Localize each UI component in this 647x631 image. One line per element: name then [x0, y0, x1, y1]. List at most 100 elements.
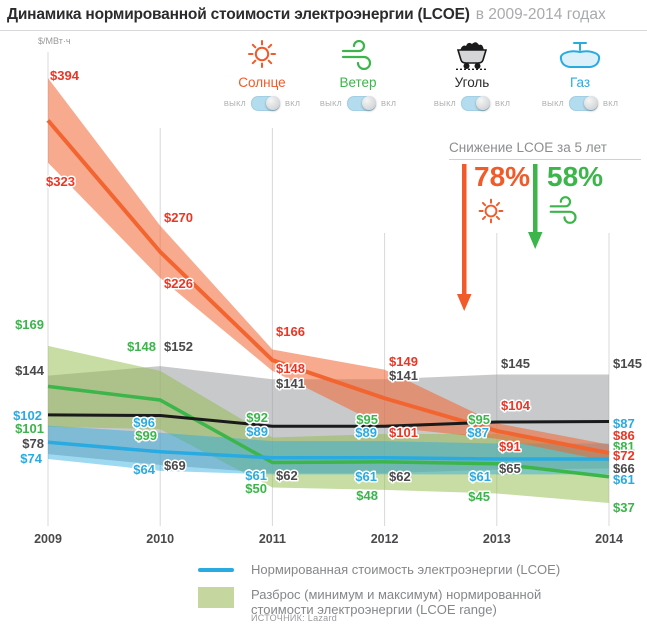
- source-label-solar: Солнце: [238, 75, 286, 90]
- sun-icon: [477, 197, 505, 230]
- coal-2014-min-label: $66: [613, 461, 635, 476]
- coal-2014-max-label: $145: [613, 356, 642, 371]
- year-label-2014: 2014: [595, 532, 623, 546]
- coal-2013-min-label: $65: [499, 461, 521, 476]
- toggle-on-label: ВКЛ: [494, 99, 511, 108]
- coal-2009-min-label: $78: [22, 436, 44, 451]
- year-label-2012: 2012: [371, 532, 399, 546]
- title-period: в 2009-2014 годах: [475, 6, 606, 23]
- down-arrow-solar: [457, 164, 472, 311]
- wind-2009-max-label: $169: [15, 317, 44, 332]
- wind-icon: [548, 196, 581, 229]
- year-label-2013: 2013: [483, 532, 511, 546]
- solar-toggle[interactable]: [250, 96, 280, 111]
- toggle-off-label: ВЫКЛ: [541, 99, 564, 108]
- reduction-rule: [449, 159, 641, 160]
- toggle-on-label: ВКЛ: [380, 99, 397, 108]
- source-label-coal: Уголь: [454, 75, 490, 90]
- solar-2009-min-label: $323: [46, 174, 75, 189]
- legend-item-lcoe-range: Разброс (минимум и максимум) нормированн…: [198, 586, 581, 618]
- solar-range-band: [48, 78, 609, 462]
- legend-range-label: Разброс (минимум и максимум) нормированн…: [251, 586, 542, 618]
- coal-2013-max-label: $145: [501, 356, 530, 371]
- coal-2012-min-label: $62: [389, 469, 411, 484]
- gas-valve-icon: [558, 38, 602, 70]
- gas-lcoe-line: [47, 440, 609, 461]
- coal-2010-max-label: $152: [164, 339, 193, 354]
- wind-2011-max-label: $92: [246, 410, 268, 425]
- source-note: ИСТОЧНИК: Lazard: [251, 613, 338, 623]
- source-control-coal: Уголь ВЫКЛ ВКЛ: [417, 38, 527, 111]
- solar-2012-max-label: $149: [389, 354, 418, 369]
- year-label-2010: 2010: [146, 532, 174, 546]
- coal-2009-max-label: $144: [15, 363, 45, 378]
- solar-2014-min-label: $72: [613, 448, 635, 463]
- page-title: Динамика нормированной стоимости электро…: [7, 6, 470, 23]
- gas-2009-max-label: $102: [13, 408, 42, 423]
- coal-toggle[interactable]: [460, 96, 490, 111]
- reduction-percent-wind: 58%: [547, 161, 604, 192]
- toggle-on-label: ВКЛ: [602, 99, 619, 108]
- legend: Нормированная стоимость электроэнергии (…: [198, 562, 581, 627]
- titlebar: Динамика нормированной стоимости электро…: [0, 0, 647, 31]
- gas-2014-max-label: $87: [613, 416, 635, 431]
- gas-2010-min-label: $64: [133, 462, 155, 477]
- legend-range-swatch: [198, 586, 234, 608]
- legend-item-lcoe-line: Нормированная стоимость электроэнергии (…: [198, 562, 581, 578]
- wind-2011-min-label: $50: [245, 481, 267, 496]
- coal-cart-icon: [452, 38, 492, 70]
- source-control-gas: Газ ВЫКЛ ВКЛ: [525, 38, 635, 111]
- coal-2012-max-label: $141: [389, 368, 418, 383]
- solar-2013-max-label: $104: [501, 398, 531, 413]
- toggle-knob: [265, 96, 280, 110]
- y-axis-unit: $/МВт·ч: [38, 36, 71, 46]
- toggle-knob: [583, 96, 598, 110]
- legend-line-label: Нормированная стоимость электроэнергии (…: [251, 562, 561, 577]
- wind-2009-min-label: $101: [15, 421, 44, 436]
- year-label-2009: 2009: [34, 532, 62, 546]
- coal-2011-min-label: $62: [276, 468, 298, 483]
- toggle-off-label: ВЫКЛ: [319, 99, 342, 108]
- solar-2009-max-label: $394: [50, 68, 80, 83]
- gas-2012-min-label: $61: [355, 469, 377, 484]
- coal-2011-max-label: $141: [276, 376, 305, 391]
- toggle-knob: [475, 96, 490, 110]
- solar-2013-min-label: $91: [499, 439, 521, 454]
- source-control-solar: Солнце ВЫКЛ ВКЛ: [207, 38, 317, 111]
- gas-2011-min-label: $61: [245, 468, 267, 483]
- solar-2011-max-label: $166: [276, 324, 305, 339]
- year-label-2011: 2011: [259, 532, 286, 546]
- wind-2014-min-label: $37: [613, 500, 635, 515]
- wind-2014-max-label: $81: [613, 439, 635, 454]
- gas-2013-max-label: $87: [467, 425, 489, 440]
- solar-2010-min-label: $226: [164, 276, 193, 291]
- reduction-percent-solar: 78%: [474, 161, 531, 192]
- solar-2011-min-label: $148: [276, 361, 305, 376]
- reduction-title: Снижение LCOE за 5 лет: [449, 140, 607, 155]
- gas-2011-max-label: $89: [246, 424, 268, 439]
- wind-icon: [340, 38, 376, 70]
- wind-2012-max-label: $95: [356, 412, 378, 427]
- solar-2010-max-label: $270: [164, 210, 193, 225]
- gas-toggle[interactable]: [568, 96, 598, 111]
- wind-2013-min-label: $45: [468, 489, 490, 504]
- down-arrow-wind: [528, 164, 543, 249]
- lcoe-chart: $394$323$169$144$102$101$78$74$270$226$1…: [12, 52, 643, 546]
- wind-2013-max-label: $95: [468, 412, 490, 427]
- gas-2014-min-label: $61: [613, 472, 635, 487]
- wind-2010-max-label: $148: [127, 339, 156, 354]
- gas-2013-min-label: $61: [469, 469, 491, 484]
- source-label-gas: Газ: [569, 75, 591, 90]
- toggle-off-label: ВЫКЛ: [433, 99, 456, 108]
- wind-lcoe-line: [47, 384, 610, 479]
- solar-2012-min-label: $101: [389, 425, 418, 440]
- source-label-wind: Ветер: [339, 75, 377, 90]
- gas-2009-min-label: $74: [20, 451, 42, 466]
- solar-lcoe-line: [46, 119, 610, 455]
- coal-lcoe-line: [47, 413, 610, 428]
- wind-toggle[interactable]: [346, 96, 376, 111]
- legend-line-swatch: [198, 568, 234, 572]
- coal-2010-min-label: $69: [164, 458, 186, 473]
- solar-2014-max-label: $86: [613, 428, 635, 443]
